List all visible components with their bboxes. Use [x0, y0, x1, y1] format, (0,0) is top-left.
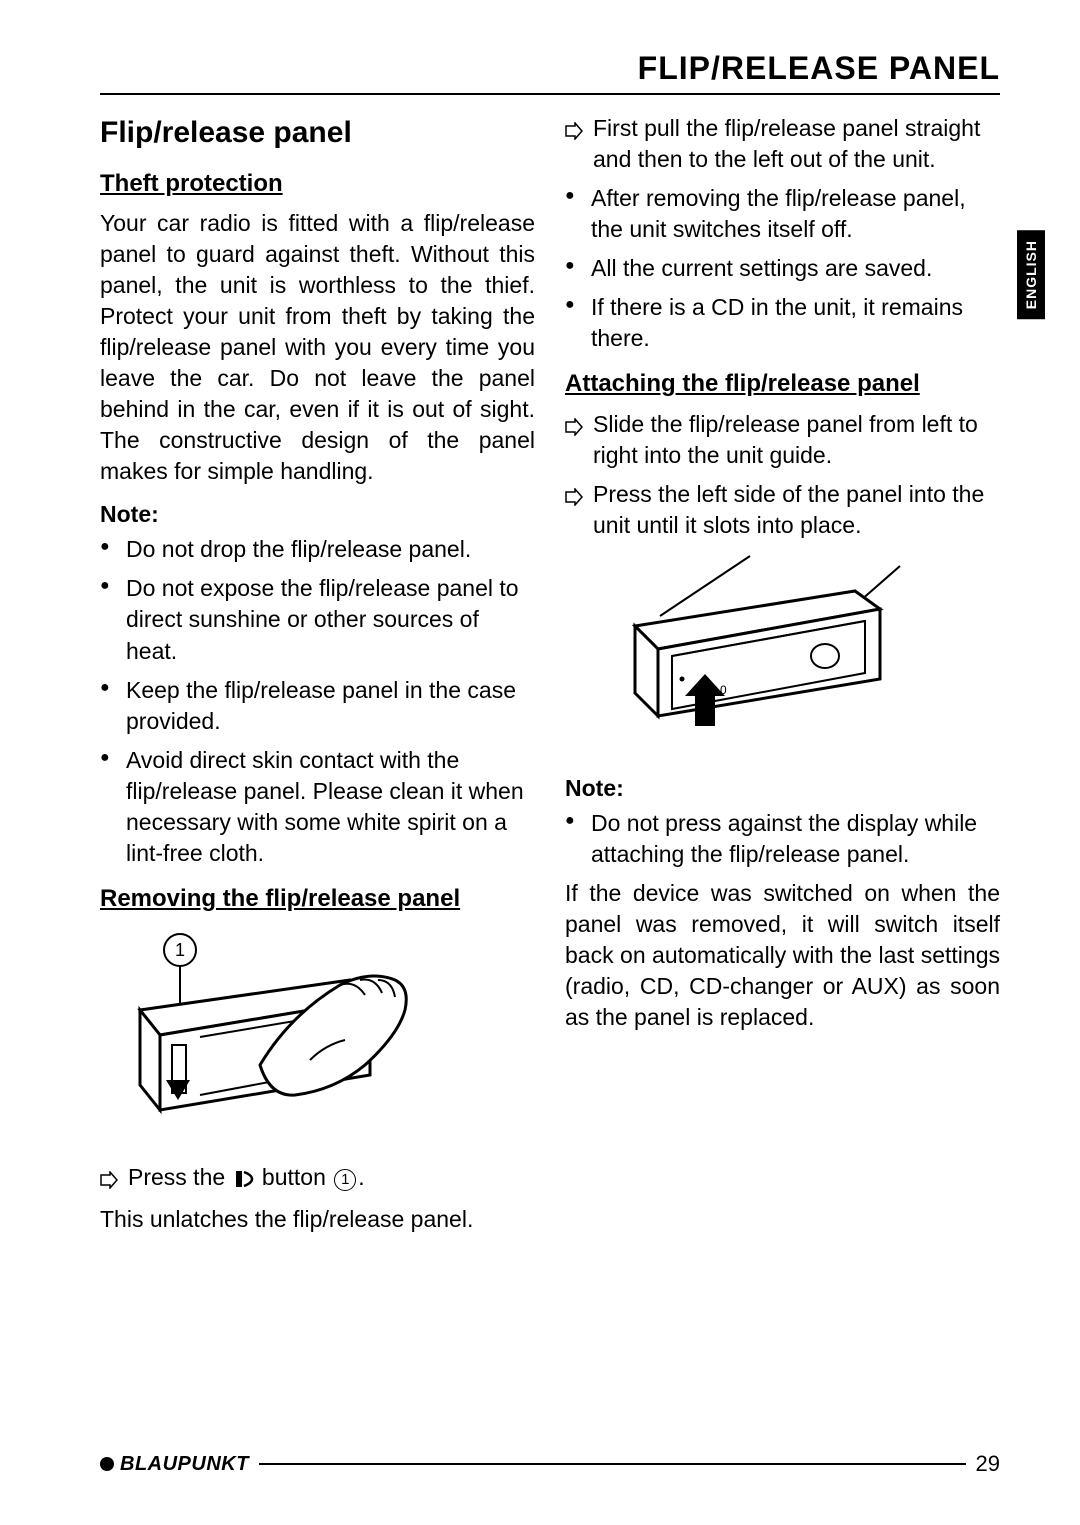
list-item: Do not drop the flip/release panel. — [100, 534, 535, 565]
right-column: First pull the flip/release panel straig… — [565, 113, 1000, 1243]
remove-panel-figure: 1 — [110, 925, 535, 1148]
theft-paragraph: Your car radio is fitted with a flip/rel… — [100, 208, 535, 487]
footer-rule — [259, 1463, 966, 1465]
section-title: Flip/release panel — [100, 113, 535, 154]
pull-step-list: First pull the flip/release panel straig… — [565, 113, 1000, 175]
list-item: If there is a CD in the unit, it remains… — [565, 292, 1000, 354]
content-columns: Flip/release panel Theft protection Your… — [100, 113, 1000, 1243]
list-item: Do not expose the flip/release panel to … — [100, 573, 535, 666]
list-item: All the current settings are saved. — [565, 253, 1000, 284]
left-column: Flip/release panel Theft protection Your… — [100, 113, 535, 1243]
step-arrow-icon — [565, 413, 583, 444]
language-tab: ENGLISH — [1017, 230, 1045, 319]
list-item: Avoid direct skin contact with the flip/… — [100, 745, 535, 869]
list-item: After removing the flip/release panel, t… — [565, 183, 1000, 245]
brand-dot-icon — [100, 1457, 114, 1471]
brand-logo: BLAUPUNKT — [100, 1453, 249, 1476]
press-step-list: Press the button 1. — [100, 1162, 535, 1196]
step-arrow-icon — [565, 117, 583, 148]
list-item: Press the left side of the panel into th… — [565, 479, 1000, 541]
press-text-prefix: Press the — [128, 1164, 232, 1190]
list-item: Do not press against the display while a… — [565, 808, 1000, 870]
list-item: First pull the flip/release panel straig… — [565, 113, 1000, 175]
note-label: Note: — [100, 499, 535, 530]
step-text: First pull the flip/release panel straig… — [593, 115, 980, 172]
note-label: Note: — [565, 773, 1000, 804]
attach-steps-list: Slide the flip/release panel from left t… — [565, 409, 1000, 541]
attach-panel-figure: 0 — [600, 551, 1000, 759]
after-remove-list: After removing the flip/release panel, t… — [565, 183, 1000, 354]
page-header-title: FLIP/RELEASE PANEL — [100, 50, 1000, 95]
attach-note-list: Do not press against the display while a… — [565, 808, 1000, 870]
note-list: Do not drop the flip/release panel. Do n… — [100, 534, 535, 868]
page: FLIP/RELEASE PANEL ENGLISH Flip/release … — [0, 0, 1080, 1525]
release-button-icon — [234, 1165, 254, 1196]
svg-text:0: 0 — [720, 683, 727, 697]
subsection-theft-protection: Theft protection — [100, 168, 535, 200]
list-item: Keep the flip/release panel in the case … — [100, 675, 535, 737]
step-text: Press the left side of the panel into th… — [593, 481, 984, 538]
press-text-mid: button — [256, 1164, 333, 1190]
final-paragraph: If the device was switched on when the p… — [565, 878, 1000, 1033]
page-number: 29 — [976, 1451, 1000, 1477]
list-item: Slide the flip/release panel from left t… — [565, 409, 1000, 471]
press-text-suffix: . — [358, 1164, 364, 1190]
list-item: Press the button 1. — [100, 1162, 535, 1196]
unlatch-text: This unlatches the flip/release panel. — [100, 1204, 535, 1235]
page-footer: BLAUPUNKT 29 — [100, 1451, 1000, 1477]
svg-text:1: 1 — [175, 940, 185, 960]
step-arrow-icon — [565, 483, 583, 514]
subsection-attaching: Attaching the flip/release panel — [565, 368, 1000, 400]
brand-text: BLAUPUNKT — [120, 1453, 249, 1476]
callout-number-icon: 1 — [334, 1169, 356, 1191]
step-arrow-icon — [100, 1166, 118, 1197]
subsection-removing: Removing the flip/release panel — [100, 883, 535, 915]
step-text: Slide the flip/release panel from left t… — [593, 411, 978, 468]
